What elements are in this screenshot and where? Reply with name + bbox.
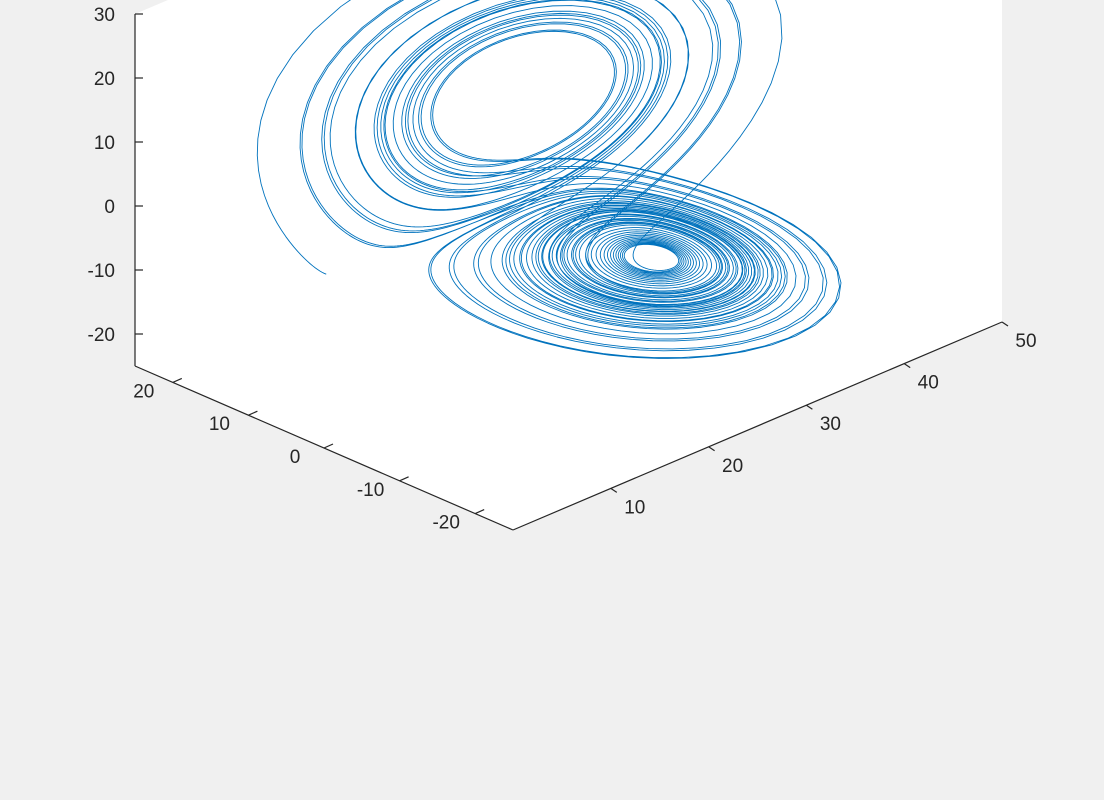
y-tick-label: 40: [918, 373, 939, 394]
z-tick-label: 30: [94, 5, 115, 26]
x-tick-label-mark: [248, 410, 258, 416]
z-tick-label: -10: [88, 261, 115, 282]
y-tick-label-mark: [1001, 321, 1009, 327]
z-tick-label: 20: [94, 69, 115, 90]
x-tick-label: 10: [209, 414, 230, 435]
tick-group: -20 -10 0 10 20 10 20 30 40 50 -20 -10 0 10 20 30: [88, 5, 1037, 534]
y-tick-label: 30: [820, 414, 841, 435]
y-tick-label-mark: [708, 446, 715, 452]
axes-box: [134, 0, 1003, 531]
x-tick-label-mark: [399, 476, 409, 482]
trajectory-line: [256, 0, 842, 359]
x-tick-label-mark: [323, 443, 334, 449]
y-tick-label: 20: [722, 456, 743, 477]
axes-background: [135, 0, 1002, 530]
y-tick-label-mark: [903, 363, 911, 369]
y-tick-label: 50: [1015, 331, 1036, 352]
y-tick-label: 10: [624, 497, 645, 518]
y-tick-label-mark: [806, 404, 813, 410]
z-tick-label: -20: [88, 325, 115, 346]
x-tick-label-mark: [172, 377, 183, 383]
x-tick-label: 20: [133, 381, 154, 402]
plot-area: [256, 0, 842, 359]
x-tick-label-mark: [474, 509, 485, 515]
x-tick-label: 0: [290, 447, 301, 468]
y-axis-line: [512, 321, 1003, 531]
z-tick-label: 0: [104, 197, 115, 218]
z-tick-label: 10: [94, 133, 115, 154]
x-tick-label: -10: [357, 480, 384, 501]
x-tick-label: -20: [432, 513, 459, 534]
y-tick-label-mark: [610, 487, 618, 493]
